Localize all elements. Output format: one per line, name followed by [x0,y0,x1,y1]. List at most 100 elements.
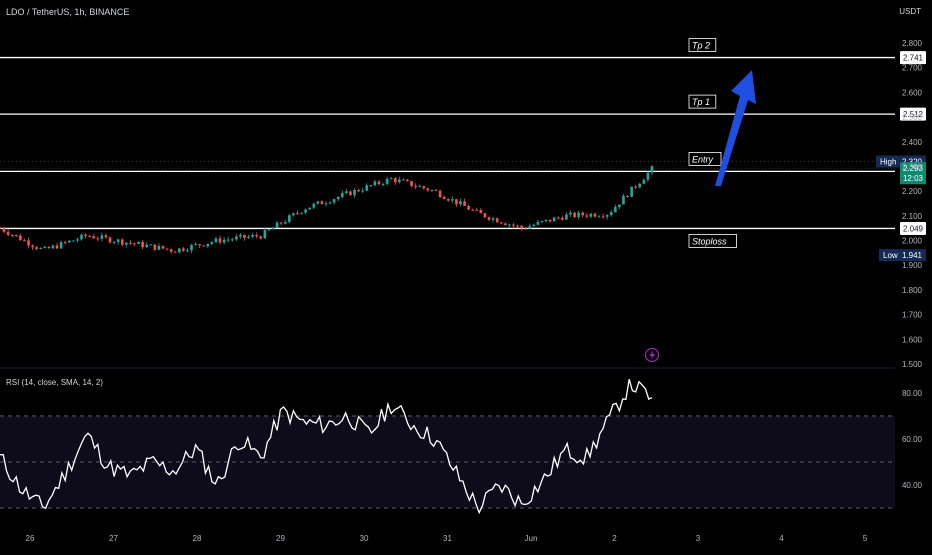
candle-body [226,239,230,241]
candle-body [516,225,519,227]
level-label: Entry [688,151,722,166]
candle-body [508,224,511,226]
candle-body [308,207,311,210]
rsi-tick-label: 80.00 [902,389,923,398]
candle-body [190,244,193,251]
level-badge-bg [900,221,926,235]
candle-body [336,196,340,200]
candles-layer [0,165,654,254]
candle-body [479,209,483,214]
candle-body [67,240,71,243]
candle-body [161,245,165,249]
candle-body [434,189,438,191]
level-badge-text: 2.049 [903,224,924,233]
candle-body [19,235,22,241]
candle-body [292,213,295,216]
candle-body [116,239,120,242]
candle-body [467,205,470,210]
time-tick-label: 2 [612,534,617,543]
candle-body [609,212,613,216]
candle-body [365,185,369,191]
candle-body [349,191,352,196]
last-price-value: 2.293 [903,164,924,173]
candle-body [528,226,532,229]
candle-body [565,214,568,220]
candle-body [369,185,373,187]
candle-body [55,245,59,249]
price-tick-label: 2.600 [902,88,923,97]
candle-body [35,247,38,249]
candle-body [43,246,47,248]
low-badge: Low 1.941 [879,249,926,262]
candle-body [230,239,234,241]
low-badge-bg [879,249,926,262]
candle-body [406,180,409,182]
price-tick-label: 2.300 [902,162,923,171]
candle-body [504,223,507,226]
symbol-title[interactable]: LDO / TetherUS, 1h, BINANCE [6,7,130,17]
level-label: Tp 2 [688,38,717,52]
candle-body [451,199,454,201]
candle-body [471,209,474,211]
candle-body [165,248,169,250]
candle-body [239,234,242,237]
candle-body [626,195,629,197]
time-tick-label: 27 [109,534,118,543]
countdown-value: 12:03 [903,174,924,183]
arrow-shape [715,70,756,186]
rsi-pane [0,415,895,509]
candle-body [520,225,523,229]
last-price-bg [900,162,926,185]
candle-body [332,199,336,203]
candle-body [267,229,271,231]
candle-body [593,213,597,217]
time-tick-label: 30 [360,534,369,543]
price-tick-label: 1.500 [902,360,923,369]
candle-body [422,186,426,189]
candle-body [430,189,434,191]
rsi-tick-label: 40.00 [902,481,923,490]
candle-body [614,207,617,213]
level-label: Stoploss [688,234,737,248]
candle-body [499,222,503,224]
candle-body [495,218,499,223]
candle-body [235,236,238,240]
candle-body [642,179,646,184]
candle-body [487,217,491,220]
candle-body [263,230,267,239]
level-badge-text: 2.512 [903,110,924,119]
candle-body [459,201,462,205]
candle-body [120,239,124,245]
time-tick-label: Jun [525,534,538,543]
candle-body [76,239,79,241]
candle-body [141,241,144,248]
candle-body [312,203,316,208]
level-label-text: Entry [692,154,714,164]
candle-body [304,209,307,213]
candle-body [524,228,527,230]
candle-body [39,247,43,249]
price-tick-label: 2.000 [902,237,923,246]
price-tick-label: 2.200 [902,187,923,196]
candle-body [296,213,299,215]
candle-body [381,183,385,185]
candle-body [84,234,87,237]
candle-body [218,238,222,243]
candle-body [548,219,552,222]
candle-body [585,215,589,217]
rsi-legend-label[interactable]: RSI (14, close, SMA, 14, 2) [6,378,103,387]
candle-body [210,242,214,244]
candle-body [442,197,446,200]
level-badge-text: 2.741 [903,54,924,63]
candle-body [300,212,303,214]
candle-body [402,179,405,181]
low-badge-value: 1.941 [902,251,923,260]
candle-body [455,199,458,205]
price-tick-label: 2.500 [902,113,923,122]
candle-body [532,224,536,227]
candle-body [251,234,254,237]
candle-body [0,228,2,230]
candle-body [357,189,360,192]
